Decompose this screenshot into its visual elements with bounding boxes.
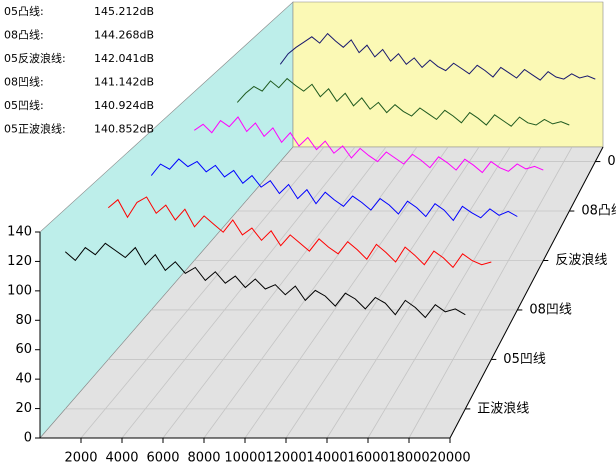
series-line (150, 158, 518, 222)
x-tick-label: 16000 (347, 451, 388, 466)
y-tick-label: 40 (15, 372, 32, 387)
annotation-label: 05正波浪线: (4, 122, 66, 136)
back-wall (292, 1, 604, 148)
labels: 2000 4000 6000 8000 10000 12000 14000 16000 1800… (4, 4, 616, 466)
annotation-value: 141.142dB (94, 76, 154, 89)
x-tick-label: 6000 (146, 451, 179, 466)
y-tick-label: 60 (15, 342, 32, 357)
annotation-value: 144.268dB (94, 29, 154, 42)
x-tick-label: 4000 (105, 451, 138, 466)
y-tick-label: 100 (7, 283, 32, 298)
series-line (64, 242, 466, 319)
series-line (236, 77, 570, 127)
annotation-label: 08凹线: (4, 75, 44, 89)
y-tick-label: 120 (7, 254, 32, 269)
x-tick-label: 10000 (224, 451, 265, 466)
x-tick-label: 12000 (265, 451, 306, 466)
annotation-label: 05反波浪线: (4, 51, 66, 65)
floor-grid-line (285, 146, 480, 439)
y-tick-label: 140 (7, 225, 32, 240)
y-tick-label: 20 (15, 401, 32, 416)
series-line (107, 196, 492, 269)
z-axis (449, 146, 604, 439)
x-tick-label: 8000 (187, 451, 220, 466)
y-tick-label: 80 (15, 313, 32, 328)
floor-grid-line (408, 146, 573, 439)
annotation-label: 08凸线: (4, 28, 44, 42)
series-line (279, 32, 596, 81)
floor-grid-line (162, 146, 387, 439)
annotation-value: 140.924dB (94, 99, 154, 112)
series-lines (64, 32, 596, 319)
z-tick-label: 05凸线 (607, 154, 616, 169)
floor-grid-line (367, 146, 542, 439)
z-tick-label: 反波浪线 (555, 253, 607, 268)
floor-grid-line (203, 146, 418, 439)
series-line (194, 116, 544, 174)
annotation-label: 05凹线: (4, 98, 44, 112)
z-tick-label: 正波浪线 (477, 401, 529, 416)
x-tick-label: 18000 (388, 451, 429, 466)
z-tick-label: 08凹线 (529, 302, 572, 317)
z-tick-label: 08凸线 (581, 204, 616, 219)
z-tick-label: 05凹线 (503, 352, 546, 367)
annotation-label: 05凸线: (4, 4, 44, 18)
y-tick-label: 0 (24, 431, 32, 446)
x-tick-label: 2000 (64, 451, 97, 466)
floor-grid-line (244, 146, 449, 439)
floor-grid-line (326, 146, 511, 439)
floor-grid-line (80, 146, 325, 439)
floor-grid-line (121, 146, 356, 439)
x-tick-label: 20000 (429, 451, 470, 466)
annotation-value: 145.212dB (94, 5, 154, 18)
annotation-value: 142.041dB (94, 52, 154, 65)
annotation-value: 140.852dB (94, 123, 154, 136)
x-tick-label: 14000 (306, 451, 347, 466)
